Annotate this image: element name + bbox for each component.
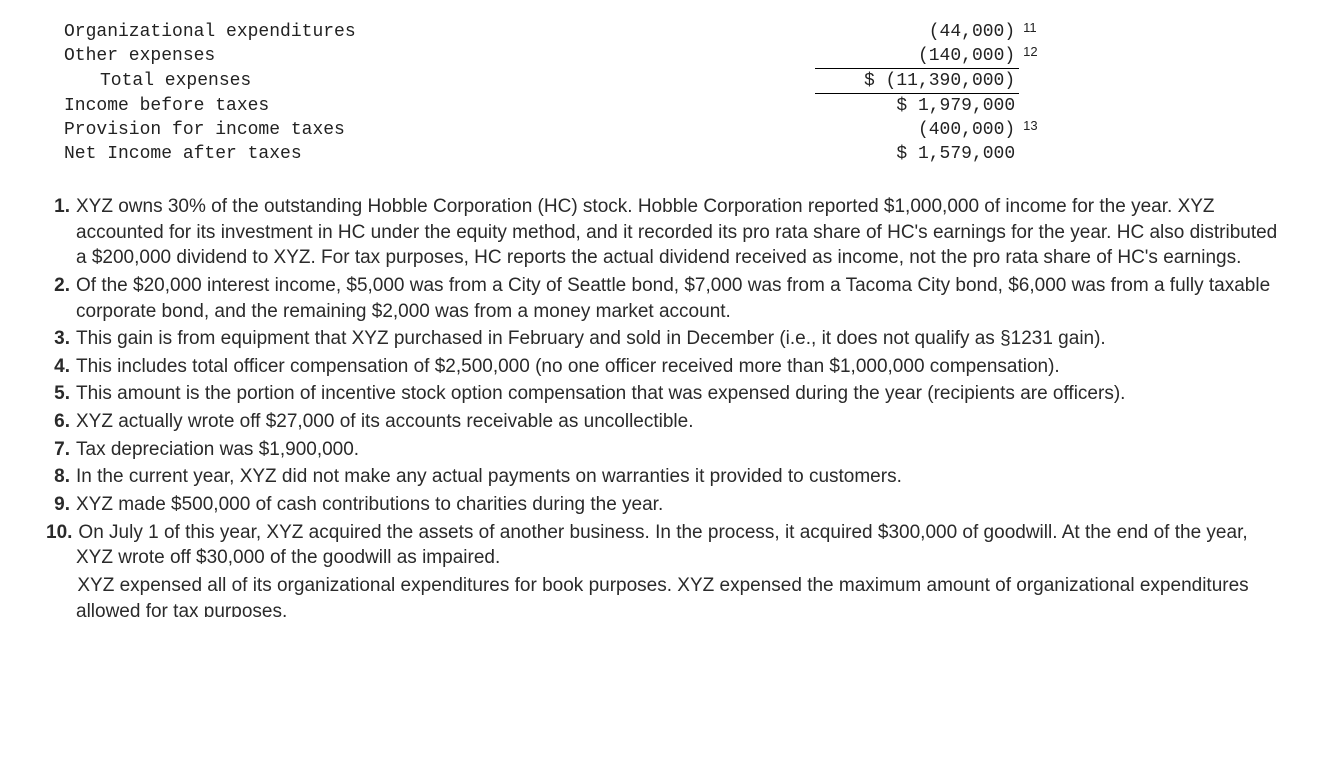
row-value: (140,000) — [815, 44, 1019, 69]
table-row: Net Income after taxes$ 1,579,000 — [60, 142, 1060, 166]
footnote-text: On July 1 of this year, XYZ acquired the… — [76, 522, 1248, 569]
row-label: Net Income after taxes — [60, 142, 815, 166]
footnote-number: 2. — [46, 273, 70, 299]
row-label: Total expenses — [60, 69, 815, 94]
footnote-item: 5.This amount is the portion of incentiv… — [76, 381, 1287, 407]
footnote-item: 1.XYZ owns 30% of the outstanding Hobble… — [76, 194, 1287, 271]
footnote-item: 9.XYZ made $500,000 of cash contribution… — [76, 492, 1287, 518]
footnote-item: 2.Of the $20,000 interest income, $5,000… — [76, 273, 1287, 324]
row-label: Organizational expenditures — [60, 20, 815, 44]
footnote-text: Of the $20,000 interest income, $5,000 w… — [76, 275, 1270, 322]
footnote-text: Tax depreciation was $1,900,000. — [76, 439, 359, 460]
table-row: Organizational expenditures(44,000)11 — [60, 20, 1060, 44]
row-label: Other expenses — [60, 44, 815, 69]
footnote-item: 7.Tax depreciation was $1,900,000. — [76, 437, 1287, 463]
footnote-number: 3. — [46, 326, 70, 352]
footnote-number: 9. — [46, 492, 70, 518]
row-footnote-ref — [1019, 69, 1060, 94]
footnote-number: 8. — [46, 464, 70, 490]
footnote-number: 6. — [46, 409, 70, 435]
row-footnote-ref: 12 — [1019, 44, 1060, 69]
footnote-item: 4.This includes total officer compensati… — [76, 354, 1287, 380]
table-row: Income before taxes$ 1,979,000 — [60, 94, 1060, 119]
footnote-item: 8.In the current year, XYZ did not make … — [76, 464, 1287, 490]
footnote-number: 1. — [46, 194, 70, 220]
row-value: $ 1,979,000 — [815, 94, 1019, 119]
footnote-text: XYZ made $500,000 of cash contributions … — [76, 494, 663, 515]
footnote-item: 11.XYZ expensed all of its organizationa… — [76, 573, 1287, 617]
footnote-item: 3.This gain is from equipment that XYZ p… — [76, 326, 1287, 352]
footnotes-list: 1.XYZ owns 30% of the outstanding Hobble… — [40, 194, 1287, 617]
footnote-text: XYZ expensed all of its organizational e… — [76, 575, 1249, 617]
table-row: Provision for income taxes(400,000)13 — [60, 118, 1060, 142]
footnote-text: This amount is the portion of incentive … — [76, 383, 1125, 404]
row-value: $ (11,390,000) — [815, 69, 1019, 94]
footnote-text: XYZ owns 30% of the outstanding Hobble C… — [76, 196, 1277, 268]
table-row: Other expenses(140,000)12 — [60, 44, 1060, 69]
footnote-text: In the current year, XYZ did not make an… — [76, 466, 902, 487]
footnote-number: 5. — [46, 381, 70, 407]
footnote-text: XYZ actually wrote off $27,000 of its ac… — [76, 411, 694, 432]
footnote-text: This includes total officer compensation… — [76, 356, 1060, 377]
financial-table: Organizational expenditures(44,000)11Oth… — [60, 20, 1060, 166]
footnote-number: 10. — [46, 520, 72, 546]
footnote-text: This gain is from equipment that XYZ pur… — [76, 328, 1106, 349]
row-footnote-ref: 13 — [1019, 118, 1060, 142]
row-footnote-ref: 11 — [1019, 20, 1060, 44]
footnote-item: 10.On July 1 of this year, XYZ acquired … — [76, 520, 1287, 571]
footnote-number: 4. — [46, 354, 70, 380]
row-label: Provision for income taxes — [60, 118, 815, 142]
row-footnote-ref — [1019, 142, 1060, 166]
table-row: Total expenses$ (11,390,000) — [60, 69, 1060, 94]
footnote-item: 6.XYZ actually wrote off $27,000 of its … — [76, 409, 1287, 435]
row-value: $ 1,579,000 — [815, 142, 1019, 166]
row-value: (400,000) — [815, 118, 1019, 142]
row-label: Income before taxes — [60, 94, 815, 119]
row-value: (44,000) — [815, 20, 1019, 44]
row-footnote-ref — [1019, 94, 1060, 119]
footnote-number: 7. — [46, 437, 70, 463]
